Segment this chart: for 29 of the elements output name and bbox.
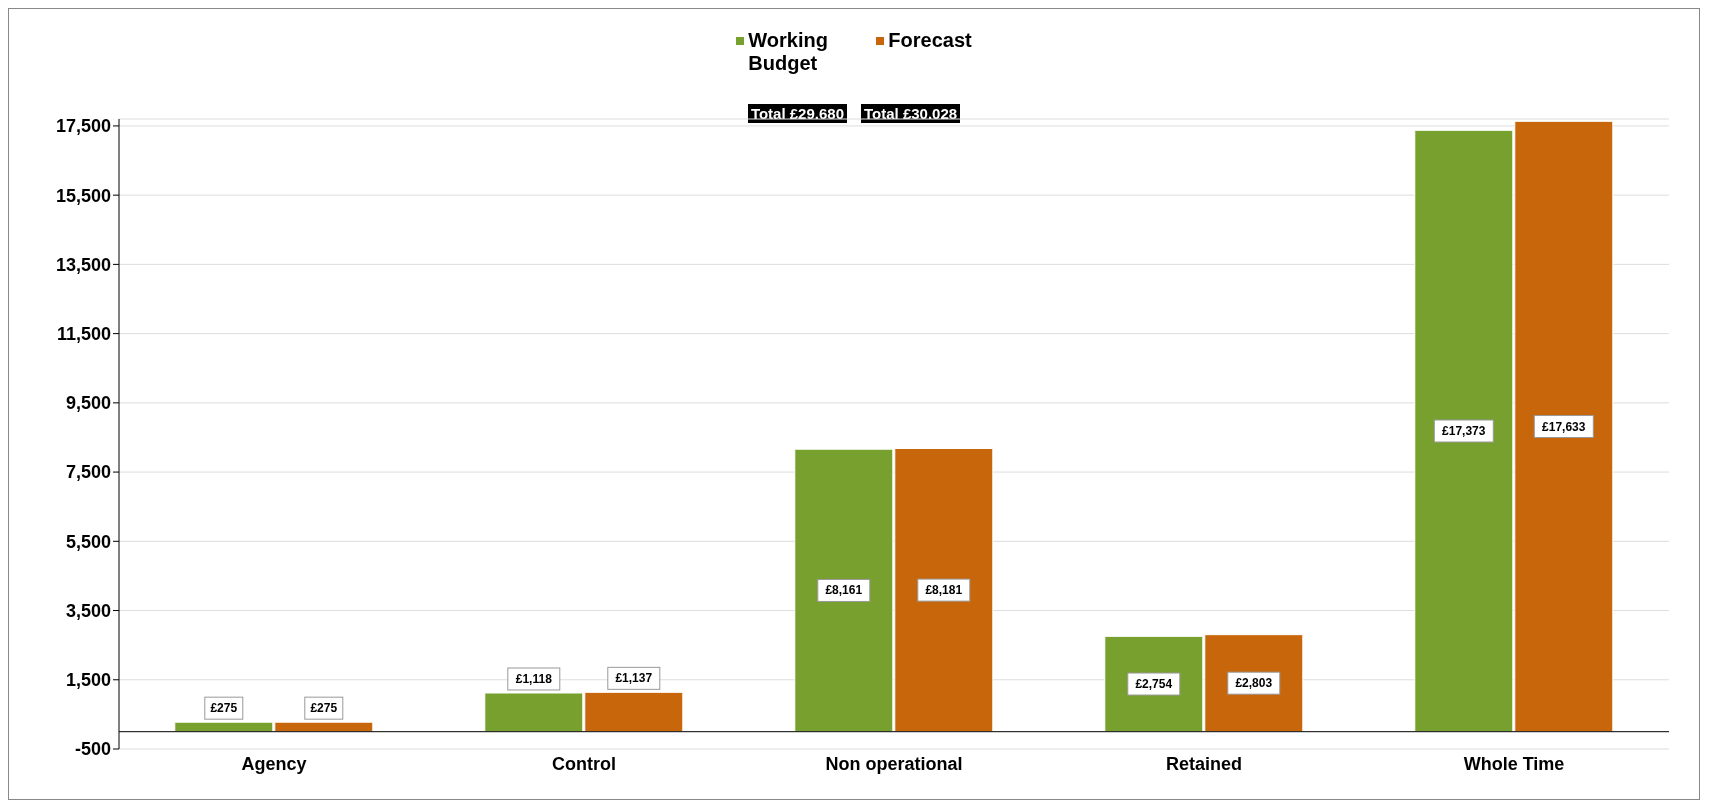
x-tick-label: Whole Time — [1463, 753, 1565, 774]
y-tick-label: 3,500 — [65, 600, 111, 621]
y-tick-label: 1,500 — [65, 670, 111, 691]
y-tick-label: -500 — [74, 739, 111, 760]
x-tick-label: Control — [552, 753, 616, 774]
legend-label: Working Budget — [748, 29, 829, 75]
y-tick-label: 5,500 — [65, 531, 111, 552]
annotation: Total £30.028 — [861, 104, 961, 123]
y-tick-label: 9,500 — [65, 393, 111, 414]
data-label: £17,373 — [1442, 424, 1486, 439]
x-tick-label: Non operational — [825, 753, 963, 774]
data-label: £17,633 — [1542, 419, 1586, 434]
y-tick-label: 17,500 — [55, 116, 111, 137]
data-label: £275 — [210, 701, 238, 716]
annotation: Total £29.680 — [747, 104, 847, 123]
data-label: £8,161 — [825, 583, 863, 598]
data-label: £275 — [310, 701, 338, 716]
data-label: £8,181 — [925, 583, 963, 598]
data-label: £1,137 — [615, 671, 653, 686]
x-tick-label: Retained — [1165, 753, 1243, 774]
x-tick-label: Agency — [241, 753, 307, 774]
y-tick-label: 13,500 — [55, 254, 111, 275]
y-tick-label: 11,500 — [56, 324, 111, 345]
y-tick-label: 15,500 — [55, 185, 111, 206]
data-label: £1,118 — [515, 671, 553, 686]
data-label: £2,803 — [1235, 676, 1273, 691]
legend-label: Forecast — [888, 29, 972, 52]
y-tick-label: 7,500 — [65, 462, 111, 483]
data-label: £2,754 — [1135, 677, 1173, 692]
